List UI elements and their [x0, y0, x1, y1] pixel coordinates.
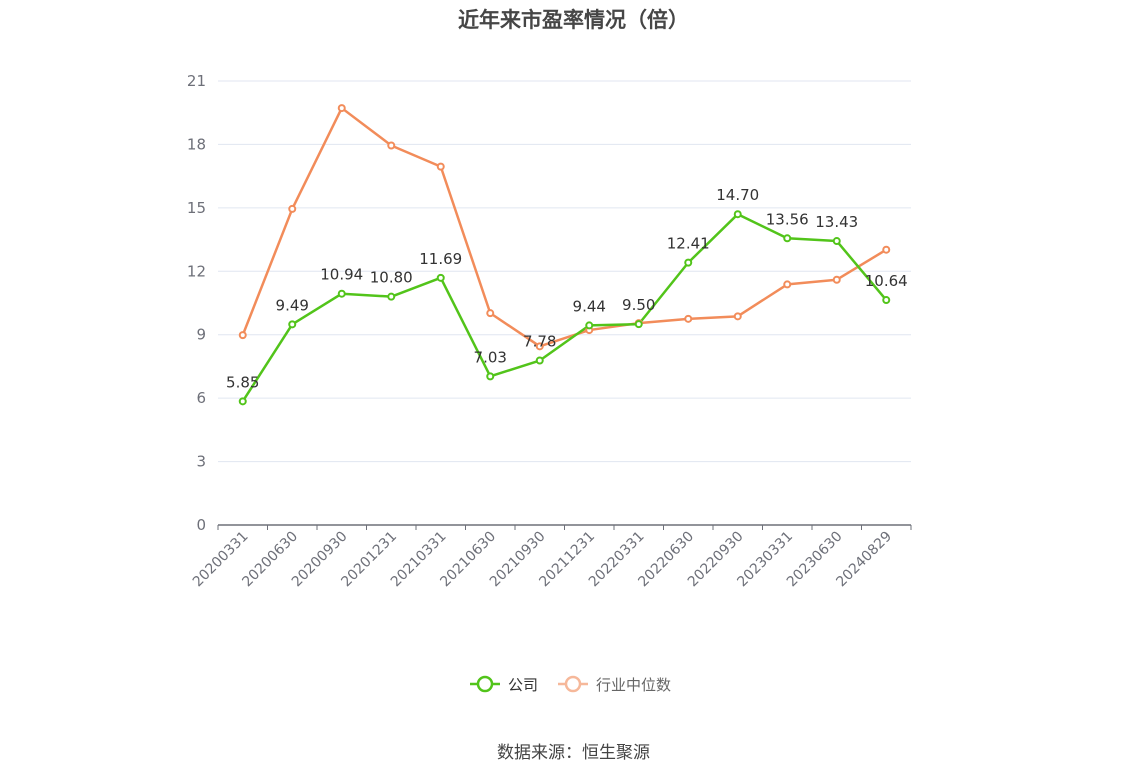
data-point-company — [882, 296, 891, 305]
legend-industry-median-label: 行业中位数 — [596, 676, 671, 694]
data-label: 11.69 — [419, 250, 462, 268]
data-point-industry-median — [832, 275, 841, 284]
series-line-industry-median — [241, 106, 887, 348]
data-point-company — [832, 237, 841, 246]
data-point-industry-median — [238, 331, 247, 340]
y-tick-label: 21 — [187, 72, 206, 90]
legend: 公司 行业中位数 — [470, 675, 671, 694]
data-label: 10.80 — [370, 269, 413, 287]
data-point-industry-median — [882, 245, 891, 254]
data-label: 9.44 — [573, 297, 606, 315]
y-tick-label: 3 — [196, 453, 206, 471]
y-tick-label: 12 — [187, 262, 206, 280]
data-point-company — [436, 273, 445, 282]
data-label: 12.41 — [667, 235, 710, 253]
y-tick-label: 15 — [187, 199, 206, 217]
y-axis-ticks: 0 3 6 9 12 15 18 21 — [187, 72, 206, 534]
x-axis-ticks: 2020033120200630202009302020123120210331… — [190, 529, 895, 591]
data-point-company — [783, 234, 792, 243]
data-point-company — [733, 210, 742, 219]
data-label: 7.78 — [523, 333, 556, 351]
series-points — [238, 104, 891, 406]
data-label: 7.03 — [474, 348, 507, 366]
data-point-industry-median — [733, 312, 742, 321]
data-label: 10.94 — [320, 266, 363, 284]
y-tick-label: 9 — [196, 326, 206, 344]
source-note: 数据来源：恒生聚源 — [497, 743, 650, 763]
series-line-company — [241, 212, 888, 402]
data-point-company — [585, 321, 594, 330]
data-point-industry-median — [436, 162, 445, 171]
y-tick-label: 6 — [196, 389, 206, 407]
data-point-industry-median — [684, 314, 693, 323]
legend-company-marker — [476, 675, 494, 693]
data-point-industry-median — [337, 104, 346, 113]
y-tick-label: 0 — [196, 516, 206, 534]
chart-title: 近年来市盈率情况（倍） — [458, 8, 689, 32]
data-point-company — [486, 372, 495, 381]
data-point-company — [535, 356, 544, 365]
data-label: 9.50 — [622, 296, 655, 314]
data-point-industry-median — [486, 309, 495, 318]
data-point-industry-median — [783, 280, 792, 289]
data-label: 9.49 — [276, 296, 309, 314]
data-point-company — [634, 320, 643, 329]
data-point-company — [684, 258, 693, 267]
legend-company-label: 公司 — [508, 676, 538, 694]
legend-industry-median-marker — [564, 675, 582, 693]
series-lines — [241, 106, 888, 402]
data-label: 14.70 — [716, 186, 759, 204]
data-point-company — [337, 289, 346, 298]
data-labels: 5.85 9.49 10.94 10.80 11.69 7.03 7.78 9.44 9.50 1… — [226, 186, 908, 391]
data-label: 13.56 — [766, 210, 809, 228]
data-label: 5.85 — [226, 373, 259, 391]
data-point-industry-median — [387, 141, 396, 150]
data-point-company — [288, 320, 297, 329]
data-point-industry-median — [535, 342, 544, 351]
data-point-company — [238, 397, 247, 406]
data-label: 13.43 — [815, 213, 858, 231]
x-axis — [217, 524, 912, 530]
data-point-industry-median — [288, 204, 297, 213]
y-tick-label: 18 — [187, 135, 206, 153]
grid-lines — [218, 80, 911, 463]
data-label: 10.64 — [865, 272, 908, 290]
data-point-company — [387, 292, 396, 301]
